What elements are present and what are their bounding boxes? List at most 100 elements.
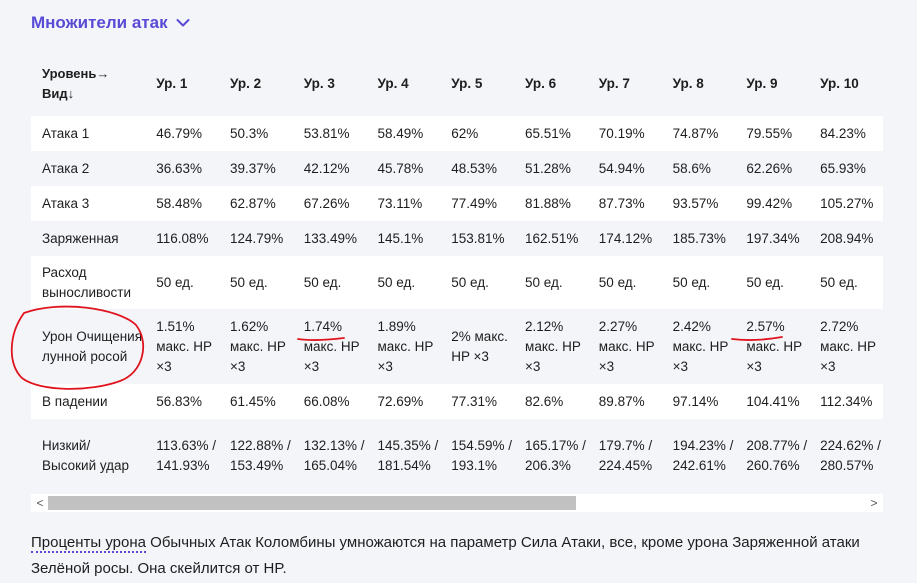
level-header: Ур. 2 [218,52,293,116]
table-cell: 2.72% макс. HP ×3 [809,309,883,384]
table-cell: 62% [440,116,515,151]
table-cell: 72.69% [366,384,441,419]
table-row: Низкий/ Высокий удар 113.63% / 141.93% 1… [31,419,883,492]
table-cell: 50 ед. [218,256,293,309]
row-label: Заряженная [31,221,146,256]
table-cell: 82.6% [514,384,588,419]
level-header: Ур. 1 [145,52,219,116]
table-cell: 58.6% [661,151,736,186]
table-cell: 154.59% / 193.1% [440,419,515,492]
table-cell: 61.45% [218,384,293,419]
table-cell: 104.41% [735,384,810,419]
level-header: Ур. 6 [514,52,588,116]
table-cell: 74.87% [661,116,736,151]
table-cell: 179.7% / 224.45% [587,419,662,492]
table-cell: 58.49% [366,116,441,151]
table-cell: 36.63% [145,151,219,186]
table-cell: 116.08% [145,221,219,256]
damage-percent-term[interactable]: Проценты урона [31,534,146,553]
multipliers-table-container[interactable]: Уровень→ Вид↓ Ур. 1 Ур. 2 Ур. 3 Ур. 4 Ур.… [31,52,883,492]
table-cell: 45.78% [366,151,441,186]
table-cell: 81.88% [514,186,588,221]
table-cell: 54.94% [587,151,662,186]
table-cell: 1.74% макс. HP ×3 [292,309,367,384]
level-header: Ур. 4 [366,52,441,116]
section-title: Множители атак [31,13,168,32]
table-cell: 66.08% [292,384,367,419]
table-cell: 2.57% макс. HP ×3 [735,309,810,384]
table-cell: 46.79% [145,116,219,151]
table-cell: 2% макс. HP ×3 [440,309,515,384]
table-cell: 99.42% [735,186,810,221]
table-cell: 39.37% [218,151,293,186]
chevron-down-icon [176,19,190,27]
table-cell: 51.28% [514,151,588,186]
scroll-left-icon[interactable]: < [36,496,44,510]
level-header: Ур. 7 [587,52,662,116]
level-header: Ур. 3 [292,52,367,116]
row-label: Атака 3 [31,186,146,221]
table-row: Атака 3 58.48% 62.87% 67.26% 73.11% 77.4… [31,186,883,221]
row-label: Урон Очищения лунной росой [31,309,146,384]
table-cell: 2.27% макс. HP ×3 [587,309,662,384]
table-cell: 133.49% [292,221,367,256]
level-header: Ур. 10 [809,52,883,116]
row-label: Расход выносливости [31,256,146,309]
level-header: Ур. 5 [440,52,515,116]
row-label: Атака 1 [31,116,146,151]
table-cell: 112.34% [809,384,883,419]
scroll-right-icon[interactable]: > [870,496,878,510]
table-cell: 73.11% [366,186,441,221]
table-cell: 2.12% макс. HP ×3 [514,309,588,384]
level-header: Ур. 8 [661,52,736,116]
table-cell: 87.73% [587,186,662,221]
table-cell: 70.19% [587,116,662,151]
table-cell: 62.87% [218,186,293,221]
corner-header: Уровень→ Вид↓ [31,52,146,116]
multipliers-table: Уровень→ Вид↓ Ур. 1 Ур. 2 Ур. 3 Ур. 4 Ур.… [31,52,883,492]
table-cell: 194.23% / 242.61% [661,419,736,492]
table-row: Урон Очищения лунной росой 1.51% макс. H… [31,309,883,384]
table-cell: 89.87% [587,384,662,419]
attack-multipliers-toggle[interactable]: Множители атак [31,10,190,36]
table-cell: 162.51% [514,221,588,256]
table-cell: 77.49% [440,186,515,221]
header-row: Уровень→ Вид↓ Ур. 1 Ур. 2 Ур. 3 Ур. 4 Ур.… [31,52,883,116]
table-cell: 105.27% [809,186,883,221]
table-cell: 122.88% / 153.49% [218,419,293,492]
horizontal-scrollbar[interactable]: < > [31,494,883,512]
table-cell: 153.81% [440,221,515,256]
table-cell: 53.81% [292,116,367,151]
table-cell: 65.93% [809,151,883,186]
table-cell: 2.42% макс. HP ×3 [661,309,736,384]
table-cell: 145.35% / 181.54% [366,419,441,492]
table-cell: 58.48% [145,186,219,221]
table-cell: 77.31% [440,384,515,419]
table-cell: 174.12% [587,221,662,256]
table-cell: 224.62% / 280.57% [809,419,883,492]
table-row: В падении 56.83% 61.45% 66.08% 72.69% 77… [31,384,883,419]
table-cell: 1.89% макс. HP ×3 [366,309,441,384]
table-cell: 208.94% [809,221,883,256]
table-cell: 50 ед. [440,256,515,309]
table-cell: 50 ед. [809,256,883,309]
table-cell: 185.73% [661,221,736,256]
table-cell: 165.17% / 206.3% [514,419,588,492]
table-cell: 50 ед. [145,256,219,309]
table-cell: 50 ед. [661,256,736,309]
table-cell: 62.26% [735,151,810,186]
table-row: Заряженная 116.08% 124.79% 133.49% 145.1… [31,221,883,256]
table-cell: 67.26% [292,186,367,221]
scaling-note: Проценты урона Обычных Атак Коломбины ум… [31,530,891,582]
table-cell: 197.34% [735,221,810,256]
table-cell: 50 ед. [366,256,441,309]
note-text: Обычных Атак Коломбины умножаются на пар… [31,534,860,577]
table-cell: 97.14% [661,384,736,419]
table-cell: 113.63% / 141.93% [145,419,219,492]
row-label: Атака 2 [31,151,146,186]
scrollbar-thumb[interactable] [48,496,576,510]
table-cell: 208.77% / 260.76% [735,419,810,492]
table-cell: 50 ед. [735,256,810,309]
table-cell: 84.23% [809,116,883,151]
table-cell: 79.55% [735,116,810,151]
